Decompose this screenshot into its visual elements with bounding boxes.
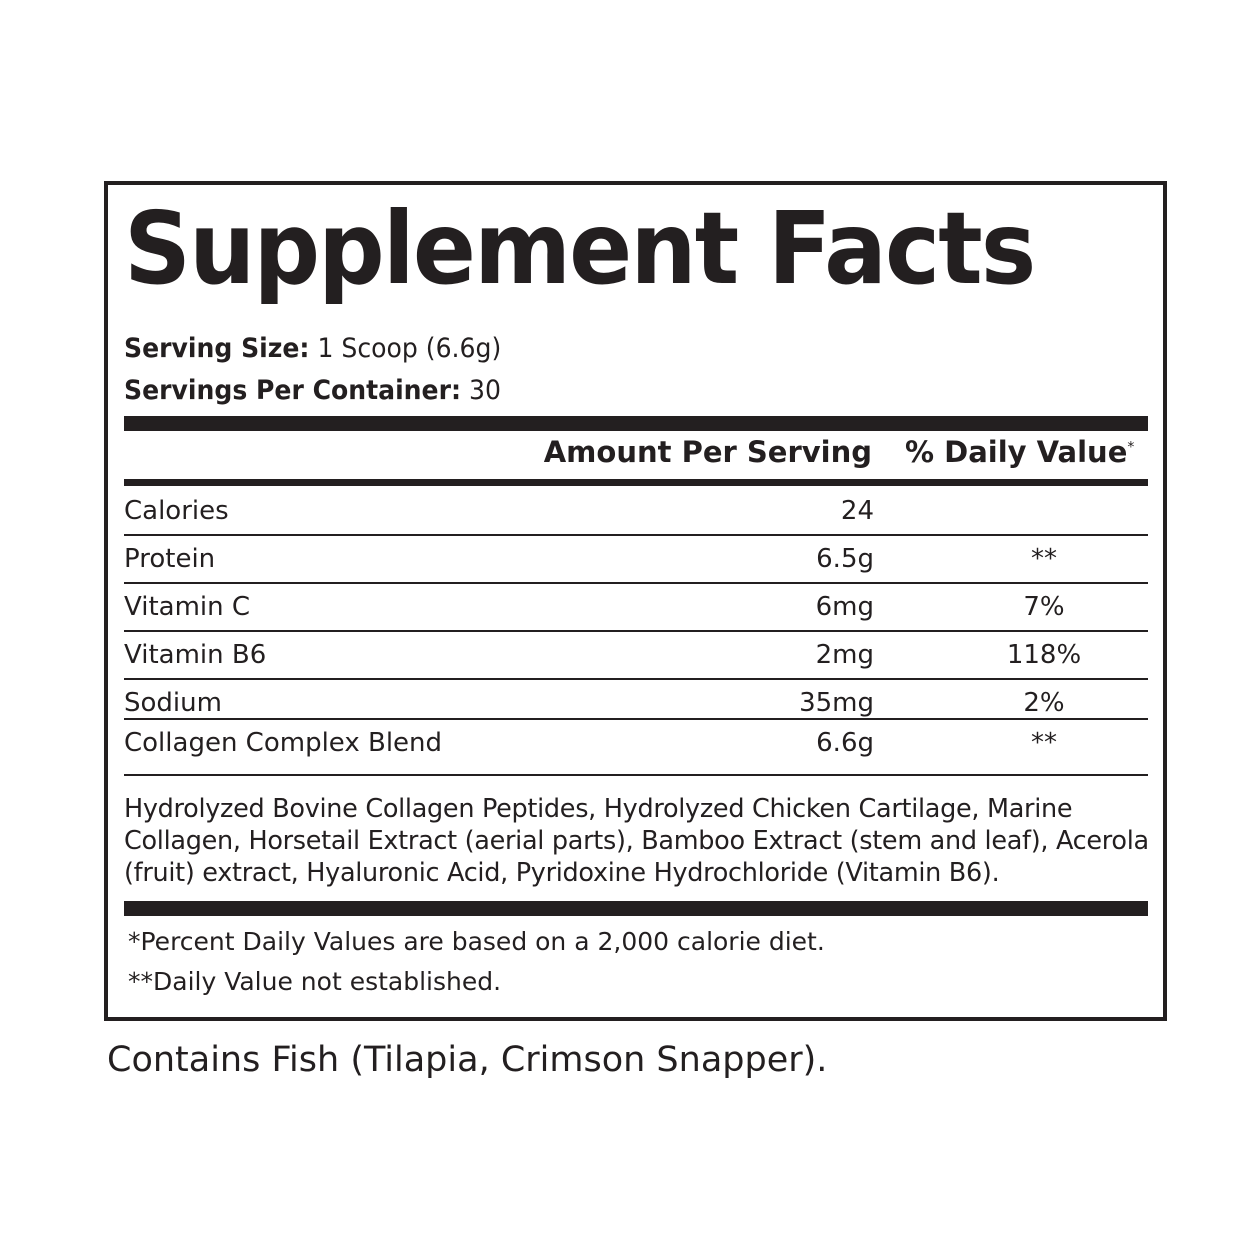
thick-divider	[124, 416, 1148, 431]
serving-size-label: Serving Size:	[124, 333, 310, 364]
serving-size: Serving Size: 1 Scoop (6.6g)	[124, 333, 501, 364]
daily-value-label: % Daily Value	[905, 435, 1128, 469]
nutrient-row: Collagen Complex Blend 6.6g **	[124, 720, 1148, 776]
serving-size-value: 1 Scoop (6.6g)	[317, 333, 502, 364]
nutrient-amount: 24	[840, 496, 874, 526]
daily-value-mark: *	[1127, 439, 1135, 456]
nutrient-amount: 6mg	[815, 592, 874, 622]
ingredients-list: Hydrolyzed Bovine Collagen Peptides, Hyd…	[124, 794, 1149, 888]
nutrient-row: Protein 6.5g **	[124, 536, 1148, 584]
servings-value: 30	[469, 375, 501, 406]
nutrient-row: Calories 24	[124, 488, 1148, 536]
nutrient-amount: 2mg	[815, 640, 874, 670]
nutrient-daily-value: **	[1031, 544, 1057, 574]
nutrient-amount: 35mg	[799, 688, 874, 718]
nutrient-daily-value: 7%	[1023, 592, 1065, 622]
nutrient-name: Protein	[124, 544, 216, 574]
allergen-statement: Contains Fish (Tilapia, Crimson Snapper)…	[107, 1040, 828, 1080]
nutrient-amount: 6.6g	[816, 728, 874, 758]
footnote-daily-value: *Percent Daily Values are based on a 2,0…	[128, 927, 825, 956]
nutrient-daily-value: 2%	[1023, 688, 1065, 718]
nutrient-row: Vitamin B6 2mg 118%	[124, 632, 1148, 680]
nutrient-amount: 6.5g	[816, 544, 874, 574]
nutrient-name: Collagen Complex Blend	[124, 728, 443, 758]
nutrient-name: Calories	[124, 496, 229, 526]
nutrient-row: Sodium 35mg 2%	[124, 680, 1148, 720]
servings-per-container: Servings Per Container: 30	[124, 375, 501, 406]
panel-title: Supplement Facts	[124, 190, 1036, 307]
amount-header: Amount Per Serving	[543, 435, 872, 469]
nutrient-name: Vitamin B6	[124, 640, 267, 670]
daily-value-header: % Daily Value*	[905, 435, 1134, 469]
footnote-not-established: **Daily Value not established.	[128, 967, 502, 996]
nutrient-name: Sodium	[124, 688, 222, 718]
nutrient-row: Vitamin C 6mg 7%	[124, 584, 1148, 632]
servings-label: Servings Per Container:	[124, 375, 462, 406]
nutrient-daily-value: **	[1031, 728, 1057, 758]
supplement-facts-panel: Supplement Facts Serving Size: 1 Scoop (…	[104, 181, 1167, 1021]
thick-divider-bottom	[124, 901, 1148, 916]
nutrient-daily-value: 118%	[1006, 640, 1082, 670]
nutrient-name: Vitamin C	[124, 592, 251, 622]
header-divider	[124, 479, 1148, 486]
